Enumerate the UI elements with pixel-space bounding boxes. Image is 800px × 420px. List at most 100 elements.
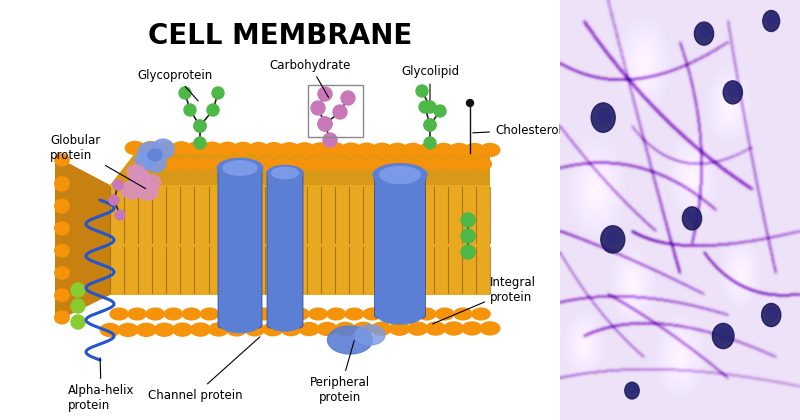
Ellipse shape bbox=[718, 328, 730, 340]
Ellipse shape bbox=[257, 158, 275, 170]
Ellipse shape bbox=[454, 308, 472, 320]
Bar bbox=[308, 85, 363, 137]
Ellipse shape bbox=[462, 322, 482, 335]
Text: Peripheral
protein: Peripheral protein bbox=[310, 341, 370, 404]
Ellipse shape bbox=[171, 142, 191, 155]
Circle shape bbox=[71, 283, 85, 297]
Ellipse shape bbox=[182, 308, 201, 320]
Circle shape bbox=[424, 119, 436, 131]
Circle shape bbox=[323, 133, 337, 147]
Circle shape bbox=[71, 299, 85, 313]
Ellipse shape bbox=[134, 158, 152, 170]
Ellipse shape bbox=[607, 231, 621, 244]
Ellipse shape bbox=[126, 142, 145, 155]
Ellipse shape bbox=[767, 14, 777, 24]
Ellipse shape bbox=[218, 308, 237, 320]
Text: Carbohydrate: Carbohydrate bbox=[270, 58, 350, 97]
Ellipse shape bbox=[723, 81, 742, 104]
Text: Integral
protein: Integral protein bbox=[433, 276, 536, 324]
Ellipse shape bbox=[390, 322, 410, 335]
Circle shape bbox=[212, 87, 224, 99]
Ellipse shape bbox=[295, 143, 314, 156]
Ellipse shape bbox=[354, 322, 373, 335]
Circle shape bbox=[311, 101, 325, 115]
Ellipse shape bbox=[382, 308, 399, 320]
Ellipse shape bbox=[242, 158, 260, 170]
Ellipse shape bbox=[327, 308, 346, 320]
Ellipse shape bbox=[202, 142, 222, 155]
Ellipse shape bbox=[418, 308, 436, 320]
Ellipse shape bbox=[127, 165, 145, 179]
Ellipse shape bbox=[444, 322, 463, 335]
Ellipse shape bbox=[767, 307, 778, 319]
Ellipse shape bbox=[234, 142, 253, 155]
Ellipse shape bbox=[55, 289, 69, 301]
Ellipse shape bbox=[195, 158, 214, 170]
Ellipse shape bbox=[118, 323, 138, 336]
Circle shape bbox=[424, 101, 436, 113]
Ellipse shape bbox=[688, 211, 698, 222]
Ellipse shape bbox=[763, 10, 779, 32]
Ellipse shape bbox=[418, 143, 438, 156]
Ellipse shape bbox=[473, 158, 491, 170]
Ellipse shape bbox=[141, 142, 160, 155]
Ellipse shape bbox=[152, 139, 174, 159]
Ellipse shape bbox=[263, 323, 282, 336]
Ellipse shape bbox=[372, 143, 392, 156]
Ellipse shape bbox=[327, 326, 373, 354]
Text: Channel protein: Channel protein bbox=[148, 337, 260, 402]
Circle shape bbox=[461, 245, 475, 259]
Ellipse shape bbox=[209, 323, 228, 336]
Ellipse shape bbox=[318, 323, 337, 336]
Ellipse shape bbox=[436, 308, 454, 320]
Ellipse shape bbox=[480, 144, 500, 157]
Ellipse shape bbox=[223, 161, 257, 175]
Ellipse shape bbox=[165, 158, 182, 170]
Circle shape bbox=[419, 101, 431, 113]
Ellipse shape bbox=[245, 323, 265, 336]
Ellipse shape bbox=[218, 158, 262, 178]
Ellipse shape bbox=[310, 143, 330, 156]
Circle shape bbox=[113, 180, 123, 190]
Ellipse shape bbox=[279, 143, 299, 156]
Circle shape bbox=[194, 137, 206, 149]
Ellipse shape bbox=[434, 144, 454, 157]
Ellipse shape bbox=[264, 143, 284, 156]
Ellipse shape bbox=[135, 152, 155, 170]
Ellipse shape bbox=[148, 149, 162, 161]
Circle shape bbox=[179, 87, 191, 99]
Ellipse shape bbox=[237, 308, 255, 320]
Ellipse shape bbox=[221, 318, 259, 333]
Ellipse shape bbox=[399, 308, 418, 320]
Ellipse shape bbox=[411, 158, 430, 170]
Ellipse shape bbox=[271, 167, 298, 178]
Circle shape bbox=[184, 104, 196, 116]
Ellipse shape bbox=[388, 143, 407, 156]
Circle shape bbox=[318, 87, 332, 101]
Ellipse shape bbox=[372, 322, 391, 335]
Circle shape bbox=[318, 117, 332, 131]
Ellipse shape bbox=[288, 158, 306, 170]
Ellipse shape bbox=[363, 308, 382, 320]
Circle shape bbox=[207, 104, 219, 116]
Ellipse shape bbox=[282, 323, 301, 336]
Circle shape bbox=[434, 105, 446, 117]
Ellipse shape bbox=[591, 103, 615, 132]
Ellipse shape bbox=[373, 164, 427, 186]
Ellipse shape bbox=[378, 306, 422, 324]
Ellipse shape bbox=[121, 181, 143, 199]
Circle shape bbox=[461, 213, 475, 227]
Ellipse shape bbox=[458, 158, 476, 170]
Circle shape bbox=[115, 210, 125, 220]
Ellipse shape bbox=[762, 303, 781, 327]
Ellipse shape bbox=[442, 158, 461, 170]
Ellipse shape bbox=[156, 142, 176, 155]
Ellipse shape bbox=[729, 85, 739, 96]
Ellipse shape bbox=[291, 308, 309, 320]
Ellipse shape bbox=[201, 308, 218, 320]
Ellipse shape bbox=[450, 144, 469, 157]
Ellipse shape bbox=[700, 26, 710, 37]
Ellipse shape bbox=[273, 308, 291, 320]
Ellipse shape bbox=[335, 323, 355, 336]
Ellipse shape bbox=[55, 312, 69, 324]
